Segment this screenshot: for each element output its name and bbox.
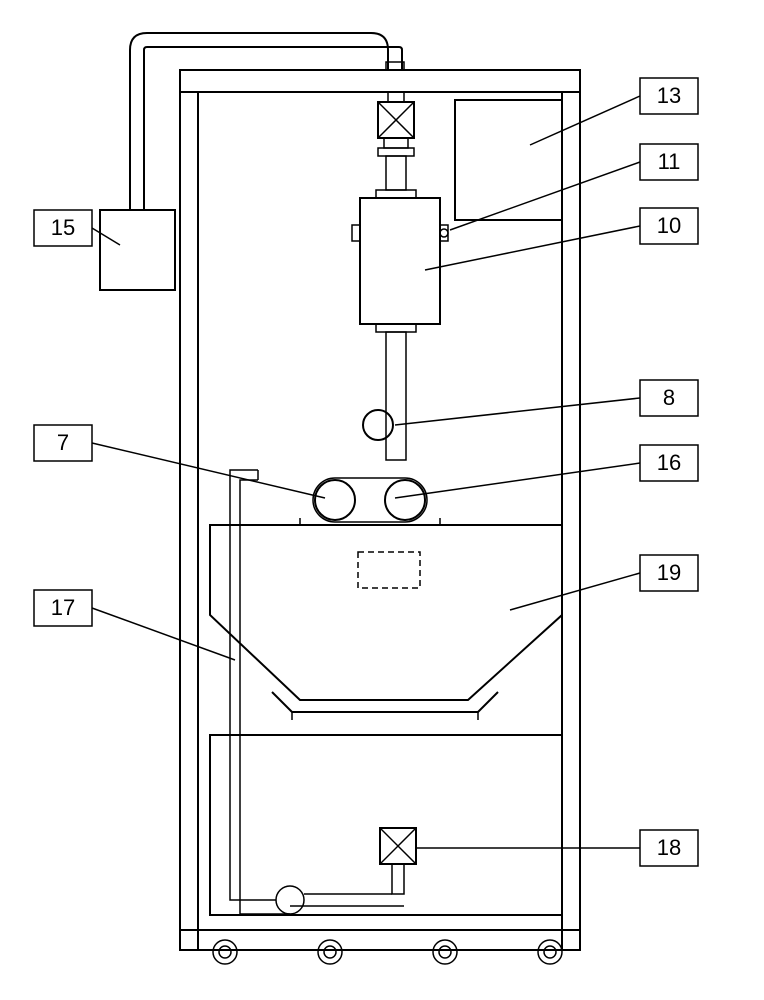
valve-18 (380, 828, 416, 894)
leader-7 (92, 443, 325, 498)
lower-box (210, 735, 562, 915)
roller-7 (315, 480, 355, 520)
leader-17 (92, 608, 235, 660)
hopper-door (358, 552, 420, 588)
ball-8 (363, 410, 393, 440)
pin-11-right (440, 225, 448, 241)
label-text-16: 16 (657, 450, 681, 475)
box-15 (100, 210, 175, 290)
leader-15 (92, 228, 120, 245)
leader-16 (395, 463, 640, 498)
label-text-7: 7 (57, 430, 69, 455)
leader-8 (395, 398, 640, 425)
label-text-18: 18 (657, 835, 681, 860)
tray (272, 692, 498, 720)
schematic-svg: 13 11 10 8 16 19 18 15 7 17 (0, 0, 764, 1000)
label-text-17: 17 (51, 595, 75, 620)
leader-10 (425, 226, 640, 270)
leader-13 (530, 96, 640, 145)
label-text-13: 13 (657, 83, 681, 108)
label-text-8: 8 (663, 385, 675, 410)
vertical-assembly (352, 92, 448, 460)
label-text-10: 10 (657, 213, 681, 238)
label-text-19: 19 (657, 560, 681, 585)
pin-11-left (352, 225, 360, 241)
casters (213, 940, 562, 964)
leader-19 (510, 573, 640, 610)
diagram-container: 13 11 10 8 16 19 18 15 7 17 (0, 0, 764, 1000)
callouts: 13 11 10 8 16 19 18 15 7 17 (34, 78, 698, 866)
rollers (313, 478, 427, 522)
label-text-11: 11 (658, 149, 681, 174)
body-10 (360, 198, 440, 324)
hopper-19 (210, 518, 562, 700)
pipe-17 (230, 470, 404, 914)
roller-right (385, 480, 425, 520)
label-text-15: 15 (51, 215, 75, 240)
box-13 (455, 100, 562, 220)
top-pipe (130, 33, 404, 210)
